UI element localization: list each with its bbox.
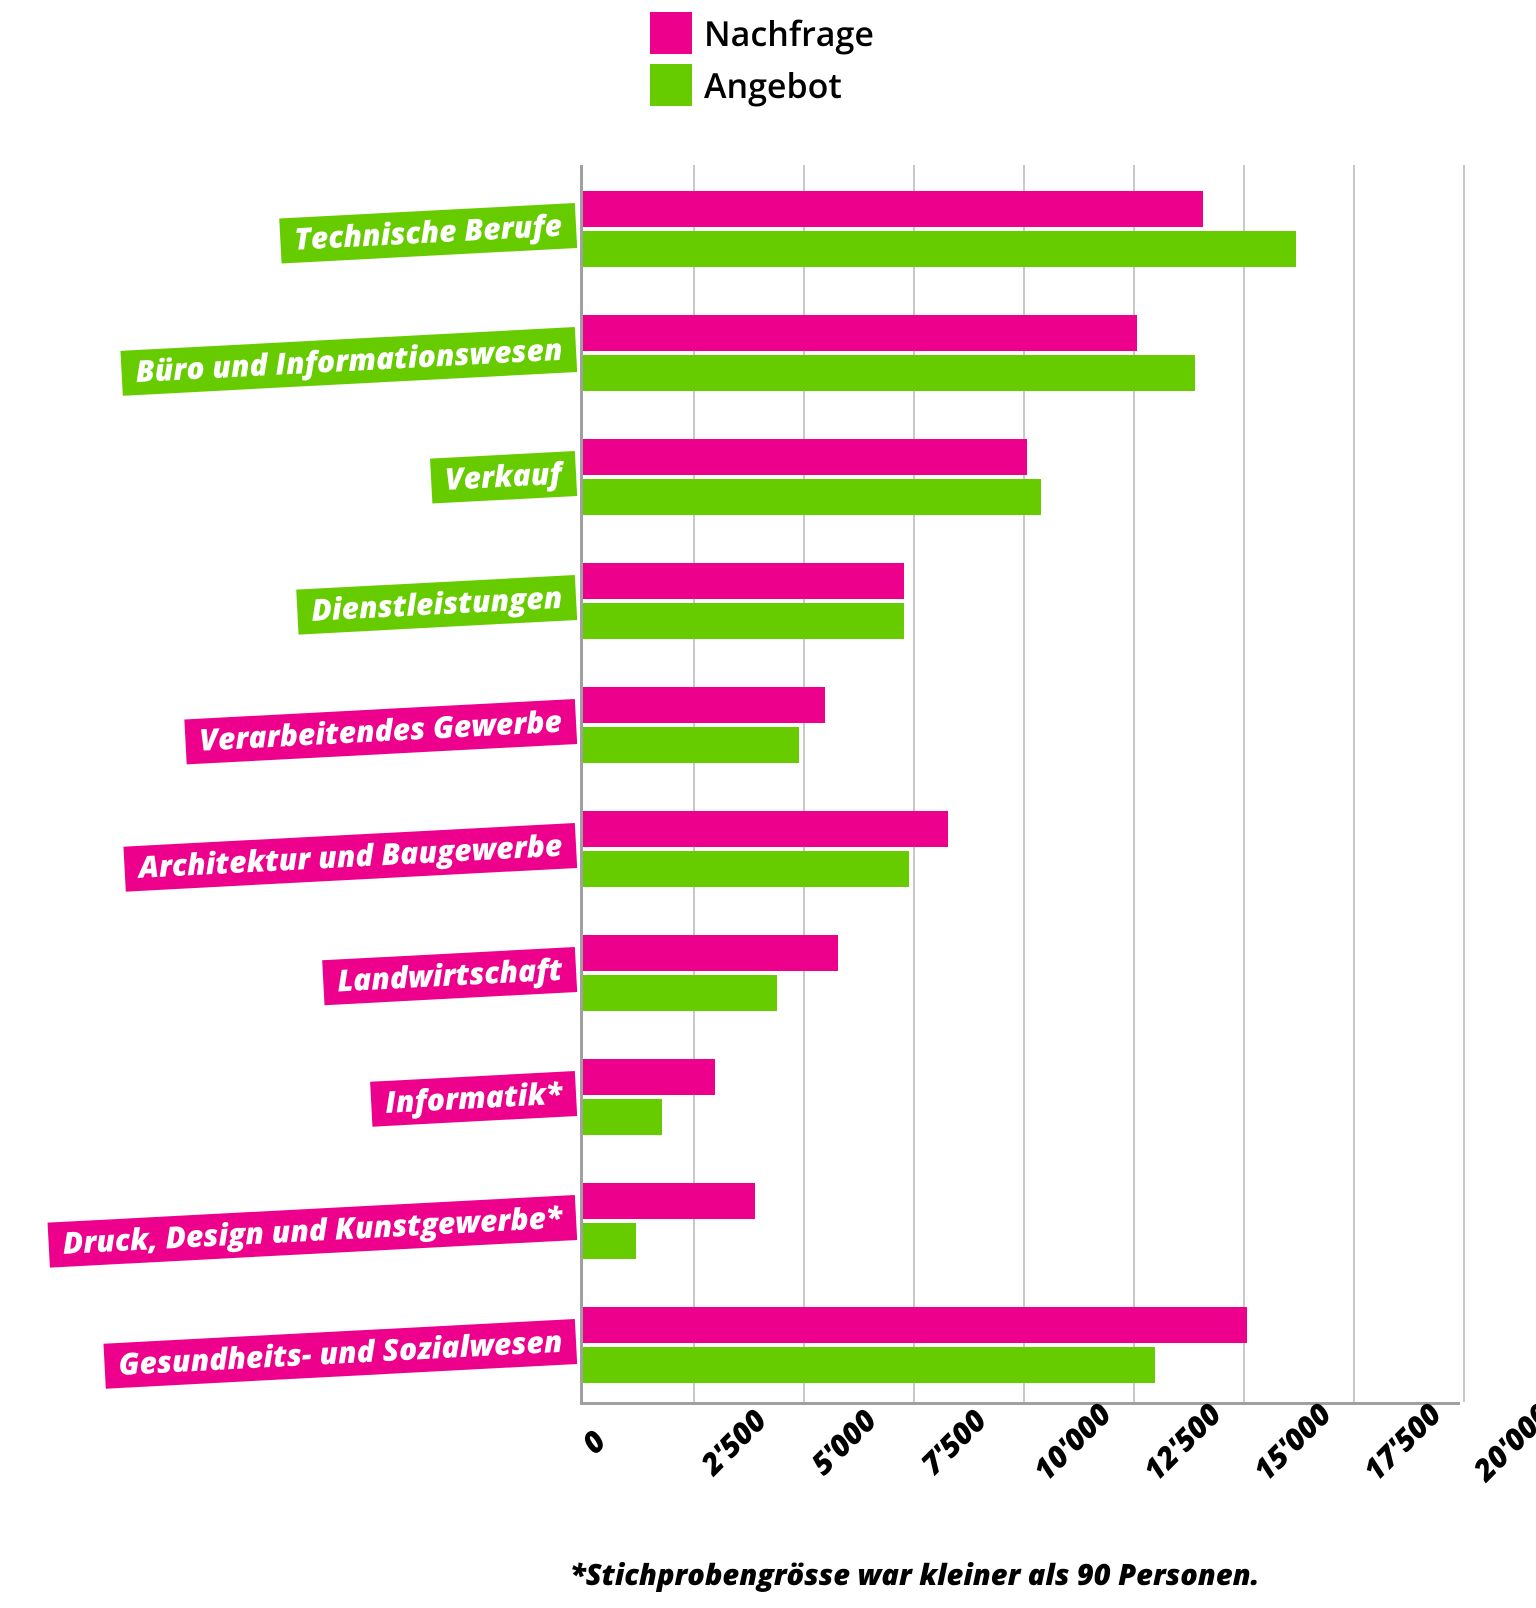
bar-angebot — [583, 1099, 662, 1135]
category-label: Technische Berufe — [279, 203, 577, 263]
bar-angebot — [583, 479, 1041, 515]
footnote: *Stichprobengrösse war kleiner als 90 Pe… — [570, 1555, 1260, 1594]
bar-angebot — [583, 603, 904, 639]
x-tick-label: 17'500 — [1354, 1394, 1450, 1490]
bar-nachfrage — [583, 1307, 1247, 1343]
category-label: Informatik* — [370, 1071, 577, 1127]
bar-chart: Nachfrage Angebot *Stichprobengrösse war… — [0, 0, 1536, 1608]
gridline — [1463, 165, 1465, 1402]
legend-swatch-angebot — [650, 64, 692, 106]
bar-angebot — [583, 355, 1195, 391]
x-tick-label: 2'500 — [691, 1400, 774, 1483]
bar-nachfrage — [583, 935, 838, 971]
category-label: Architektur und Baugewerbe — [123, 823, 577, 892]
legend-label-nachfrage: Nachfrage — [704, 10, 874, 56]
gridline — [1353, 165, 1355, 1402]
legend-item-angebot: Angebot — [650, 62, 874, 108]
gridline — [1243, 165, 1245, 1402]
legend-item-nachfrage: Nachfrage — [650, 10, 874, 56]
bar-nachfrage — [583, 1183, 755, 1219]
plot-area — [580, 165, 1460, 1405]
bar-nachfrage — [583, 315, 1137, 351]
category-label: Büro und Informationswesen — [120, 327, 577, 396]
bar-angebot — [583, 727, 799, 763]
category-label: Verarbeitendes Gewerbe — [185, 699, 578, 764]
category-label: Dienstleistungen — [296, 575, 577, 635]
x-tick-label: 7'500 — [911, 1400, 994, 1483]
bar-nachfrage — [583, 563, 904, 599]
bar-angebot — [583, 1223, 636, 1259]
legend-swatch-nachfrage — [650, 12, 692, 54]
bar-nachfrage — [583, 1059, 715, 1095]
bar-angebot — [583, 231, 1296, 267]
x-tick-label: 0 — [573, 1421, 614, 1462]
x-tick-label: 5'000 — [801, 1400, 884, 1483]
category-label: Verkauf — [430, 451, 577, 504]
bar-nachfrage — [583, 811, 948, 847]
category-label: Gesundheits- und Sozialwesen — [103, 1319, 577, 1389]
category-label: Druck, Design und Kunstgewerbe* — [47, 1195, 577, 1268]
x-tick-label: 15'000 — [1244, 1394, 1340, 1490]
legend-label-angebot: Angebot — [704, 62, 842, 108]
category-label: Landwirtschaft — [322, 947, 577, 1005]
bar-angebot — [583, 851, 909, 887]
bar-nachfrage — [583, 687, 825, 723]
legend: Nachfrage Angebot — [650, 10, 874, 114]
bar-nachfrage — [583, 191, 1203, 227]
x-tick-label: 10'000 — [1024, 1394, 1120, 1490]
x-tick-label: 20'000 — [1464, 1394, 1536, 1490]
x-tick-label: 12'500 — [1134, 1394, 1230, 1490]
bar-nachfrage — [583, 439, 1027, 475]
bar-angebot — [583, 975, 777, 1011]
bar-angebot — [583, 1347, 1155, 1383]
